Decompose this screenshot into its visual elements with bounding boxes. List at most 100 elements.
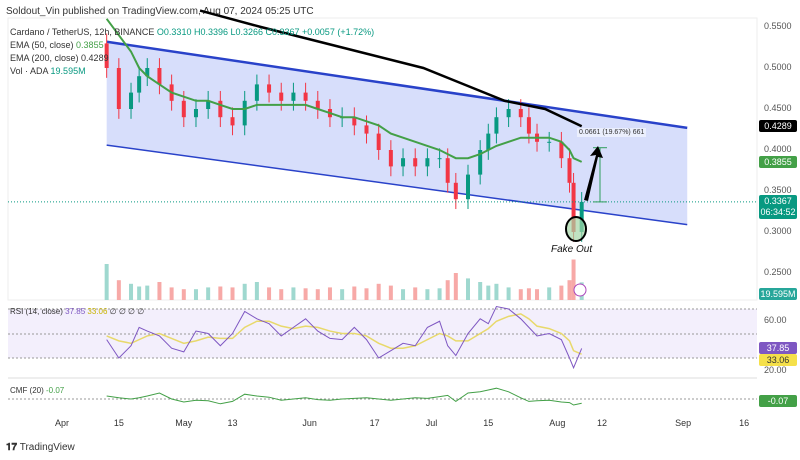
volume-bar xyxy=(466,278,470,300)
rsi-line xyxy=(106,305,583,370)
ema200-value: 0.4289 xyxy=(81,53,109,63)
time-axis-tick: 17 xyxy=(369,418,380,428)
time-axis-tick: Jun xyxy=(302,418,317,428)
ema200-line xyxy=(199,9,583,128)
price-axis-tick: 0.5000 xyxy=(764,62,792,72)
volume-value: 19.595M xyxy=(50,66,86,76)
candle xyxy=(267,84,272,93)
ema200-legend[interactable]: EMA (200, close) 0.4289 xyxy=(10,53,109,63)
candle xyxy=(425,158,430,167)
brand-label: TradingView xyxy=(19,442,75,453)
volume-bar xyxy=(535,289,540,300)
time-axis-tick: 15 xyxy=(483,418,494,428)
candle xyxy=(547,141,552,143)
time-axis-tick: 16 xyxy=(739,418,750,428)
candle xyxy=(466,174,470,200)
rsi-axis-60: 60.00 xyxy=(764,315,787,325)
channel-fill xyxy=(106,41,688,225)
volume-bar xyxy=(230,287,235,300)
volume-bar xyxy=(425,289,430,300)
ema50-legend[interactable]: EMA (50, close) 0.3855 xyxy=(10,40,104,50)
candle xyxy=(388,150,393,167)
time-axis-tick: Sep xyxy=(675,418,692,428)
tradingview-logo[interactable]: 𝟏𝟕 TradingView xyxy=(6,442,75,453)
candle xyxy=(571,182,576,232)
channel-lower-line xyxy=(106,144,688,226)
rsi-value: 37.85 xyxy=(65,307,86,316)
rsi-ma-line xyxy=(106,313,582,355)
time-axis-tick: 12 xyxy=(596,418,607,428)
candle xyxy=(116,68,121,109)
volume-bar xyxy=(376,283,381,300)
rsi-legend[interactable]: RSI (14, close) 37.85 33.06 ∅ ∅ ∅ ∅ xyxy=(10,307,144,316)
volume-bar xyxy=(559,285,564,300)
volume-bar xyxy=(327,287,332,300)
volume-bar xyxy=(242,283,247,300)
volume-bar xyxy=(291,287,296,300)
volume-bar xyxy=(494,283,499,300)
ema50-label: EMA (50, close) xyxy=(10,40,74,50)
rsi-ma-tag: 33.06 xyxy=(759,354,797,366)
candle xyxy=(401,158,406,167)
candle xyxy=(206,100,211,109)
rsi-ma-value: 33.06 xyxy=(87,307,108,316)
volume-bar xyxy=(518,289,523,300)
time-axis-tick: Apr xyxy=(54,418,70,428)
rsi-axis-20: 20.00 xyxy=(764,365,787,375)
last-price-tag: 0.3367 06:34:52 xyxy=(759,195,797,219)
measure-label: 0.0661 (19.67%) 661 xyxy=(577,128,647,137)
candle xyxy=(376,133,381,150)
volume-legend[interactable]: Vol · ADA 19.595M xyxy=(10,66,86,76)
ema50-price-tag: 0.3855 xyxy=(759,156,797,168)
up-arrow-icon xyxy=(584,146,603,201)
time-axis-tick: Jul xyxy=(425,418,438,428)
fake-out-label: Fake Out xyxy=(551,244,593,255)
volume-bar xyxy=(526,288,531,300)
volume-bar xyxy=(157,282,162,300)
rsi-tag: 37.85 xyxy=(759,342,797,354)
volume-bar xyxy=(193,289,198,300)
price-axis-tick: 0.3500 xyxy=(764,185,792,195)
cmf-legend[interactable]: CMF (20) -0.07 xyxy=(10,386,64,395)
candle xyxy=(413,158,418,167)
cmf-tag: -0.07 xyxy=(759,395,797,407)
candle xyxy=(559,141,564,159)
time-axis-tick: Aug xyxy=(549,418,566,428)
volume-bar xyxy=(104,264,109,300)
candle xyxy=(478,150,483,175)
volume-bar xyxy=(567,280,572,300)
candle xyxy=(315,100,320,109)
volume-bar xyxy=(352,286,357,300)
volume-bar xyxy=(129,283,134,300)
candle xyxy=(137,76,142,93)
bar-countdown: 06:34:52 xyxy=(760,207,796,217)
candle xyxy=(506,109,511,118)
volume-bar xyxy=(453,273,458,300)
channel-upper-line xyxy=(106,40,688,130)
volume-bar xyxy=(254,282,259,300)
ema200-price-tag: 0.4289 xyxy=(759,120,797,132)
candle xyxy=(445,158,450,183)
candle xyxy=(242,100,247,126)
candle xyxy=(193,109,198,118)
time-axis-tick: 15 xyxy=(113,418,124,428)
volume-bar xyxy=(169,287,174,300)
rsi-label: RSI (14, close) xyxy=(10,307,63,316)
candle xyxy=(303,92,308,101)
cmf-line xyxy=(106,387,582,406)
candle xyxy=(518,109,523,118)
price-axis-tick: 0.2500 xyxy=(764,267,792,277)
ohlc-values: O0.3310 H0.3396 L0.3266 C0.3367 +0.0057 … xyxy=(156,27,375,37)
candle xyxy=(254,84,259,101)
price-axis-tick: 0.5500 xyxy=(764,21,792,31)
volume-label: Vol · ADA xyxy=(10,66,49,76)
price-axis-tick: 0.4000 xyxy=(764,144,792,154)
volume-bar xyxy=(486,285,491,300)
volume-bar xyxy=(547,287,552,300)
volume-bar xyxy=(315,289,320,300)
volume-bar xyxy=(206,287,211,300)
candle xyxy=(526,117,531,134)
symbol-label: Cardano / TetherUS, 12h, BINANCE xyxy=(10,27,155,37)
price-axis-tick: 0.4500 xyxy=(764,103,792,113)
